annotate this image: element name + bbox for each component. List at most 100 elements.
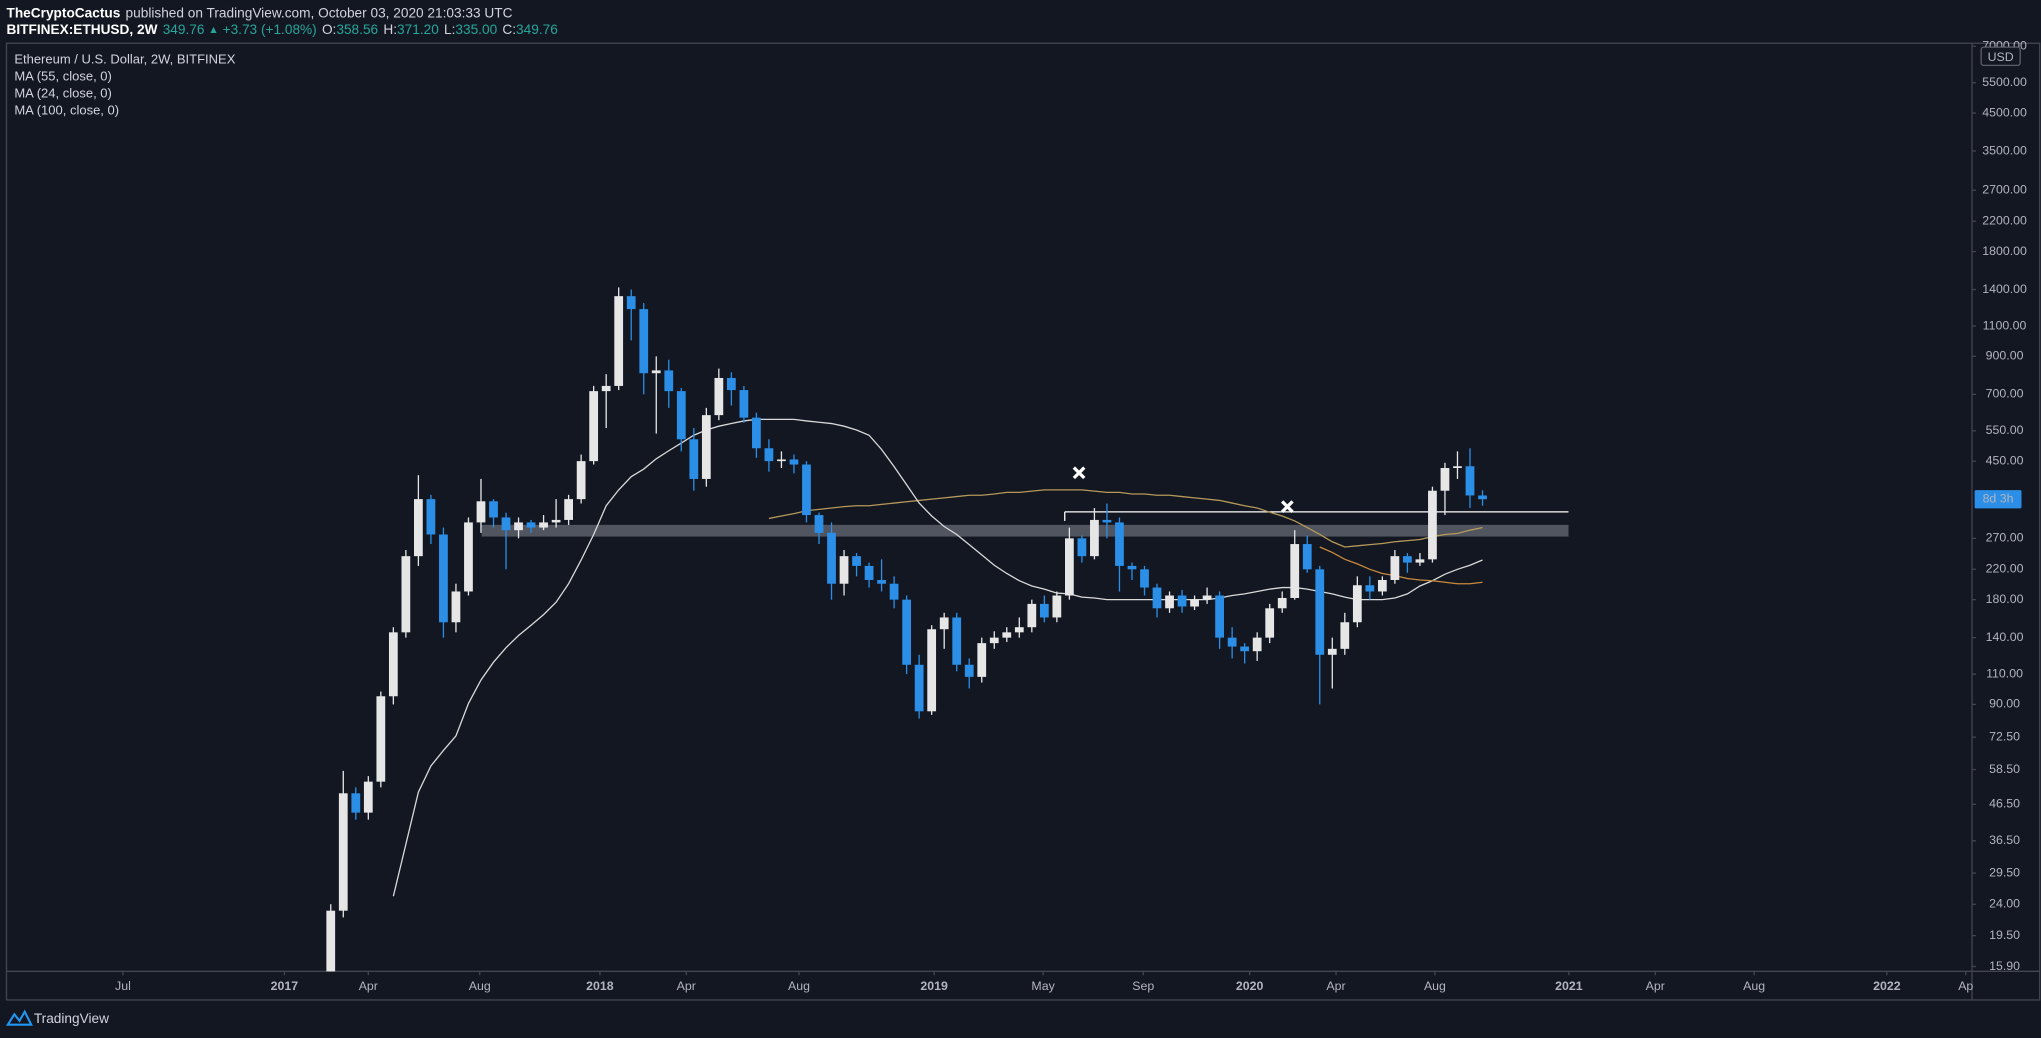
x-tick-label: Ap (1958, 979, 1973, 993)
y-tick-label: 900.00 (1986, 349, 2024, 363)
x-tick-label: Aug (788, 979, 810, 993)
x-tick-label: Apr (1326, 979, 1345, 993)
candle-body (1403, 556, 1412, 563)
ma-line (768, 489, 1483, 548)
x-tick-label: Jul (115, 979, 131, 993)
candle-body (526, 522, 536, 528)
candle-body (626, 296, 636, 310)
x-tick-label: Aug (1743, 979, 1765, 993)
logo-icon (5, 1009, 33, 1026)
candle-body (701, 415, 711, 479)
y-tick-label: 700.00 (1986, 387, 2024, 401)
candle-body (376, 696, 386, 782)
y-tick-label: 36.50 (1989, 833, 2020, 847)
y-tick-label: 19.50 (1989, 928, 2020, 942)
candle-body (1252, 637, 1262, 652)
candle-body (401, 556, 411, 633)
candle-body (501, 517, 511, 531)
candle-body (489, 501, 498, 518)
candle-body (1039, 603, 1049, 618)
price-marker (1974, 490, 2022, 509)
candle-body (714, 377, 724, 416)
axes: 15.90 19.50 24.00 29.50 36.50 46.50 58.50 72.50… (115, 39, 2027, 994)
legend-entry: MA (55, close, 0) (14, 69, 112, 84)
y-tick-label: 2200.00 (1982, 213, 2027, 227)
candle-body (1440, 467, 1450, 491)
y-tick-label: 270.00 (1986, 531, 2024, 545)
y-tick-label: 3500.00 (1982, 143, 2027, 157)
candle-body (676, 391, 686, 440)
legend-entry: MA (100, close, 0) (14, 102, 119, 117)
candle-body (651, 370, 661, 374)
candle-body (1453, 466, 1462, 468)
candle-body (977, 643, 987, 677)
chart-title: Ethereum / U.S. Dollar, 2W, BITFINEX (14, 52, 235, 67)
candle-body (1002, 632, 1012, 638)
candle-body (1215, 595, 1224, 638)
candle-body (689, 439, 699, 479)
x-tick-label: Sep (1132, 979, 1154, 993)
candle-body (464, 522, 473, 592)
candle-body (914, 664, 924, 712)
candle-body (1127, 565, 1137, 570)
y-tick-label: 220.00 (1986, 562, 2024, 576)
candle-body (1027, 603, 1037, 628)
candle-body (1102, 519, 1112, 523)
candle-body (827, 532, 836, 584)
candle-body (852, 556, 861, 566)
plot (326, 287, 1569, 972)
y-tick-label: 24.00 (1989, 897, 2020, 911)
candle-body (639, 309, 649, 374)
x-tick-label: Apr (1646, 979, 1665, 993)
y-tick-label: 2700.00 (1982, 183, 2027, 197)
x-tick-label: Apr (677, 979, 696, 993)
candle-body (864, 565, 874, 580)
ohlc-value: 371.20 (397, 22, 439, 37)
y-tick-label: 5500.00 (1982, 75, 2027, 89)
candle-body (326, 910, 336, 972)
candle-body (789, 459, 799, 465)
y-tick-label: 1800.00 (1982, 244, 2027, 258)
candle-body (1240, 646, 1250, 652)
candle-body (576, 461, 586, 500)
ohlc-value: 358.56 (336, 22, 378, 37)
y-tick-label: 1400.00 (1982, 282, 2027, 296)
candle-body (726, 377, 736, 391)
candle-body (902, 599, 912, 665)
x-tick-label: 2020 (1236, 979, 1264, 993)
published: published on TradingView.com, October 03… (126, 5, 513, 20)
candle-body (351, 793, 361, 813)
candle-body (1165, 595, 1174, 609)
last-price: 349.76 (163, 22, 205, 37)
candle-body (1365, 585, 1375, 592)
legend: MA (55, close, 0)MA (24, close, 0) MA (10… (14, 69, 119, 118)
candle-body (601, 385, 611, 392)
candle-body (939, 617, 949, 630)
candle-body (1478, 495, 1487, 500)
support-zone (481, 524, 1569, 537)
ohlc-value: 335.00 (455, 22, 497, 37)
candle-body (338, 793, 348, 911)
candle-body (927, 629, 937, 712)
candle-body (764, 448, 774, 462)
y-tick-label: 140.00 (1986, 630, 2024, 644)
candle-body (1290, 544, 1300, 598)
candle-body (439, 534, 448, 623)
candle-body (877, 579, 886, 584)
candle-body (1390, 556, 1400, 580)
countdown: 8d 3h (1983, 491, 2014, 505)
change: +3.73 (+1.08%) (223, 22, 317, 37)
candle-body (1327, 648, 1337, 655)
x-tick-label: 2021 (1555, 979, 1583, 993)
candle-body (539, 522, 548, 528)
ohlc-label: O: (322, 22, 336, 37)
author: TheCryptoCactus (7, 5, 121, 20)
x-tick-label: 2022 (1873, 979, 1901, 993)
candle-body (1090, 519, 1099, 557)
candle-body (839, 556, 849, 584)
candle-body (514, 522, 523, 531)
y-tick-label: 90.00 (1989, 697, 2020, 711)
candle-body (814, 515, 824, 533)
ma-line (1319, 546, 1483, 585)
